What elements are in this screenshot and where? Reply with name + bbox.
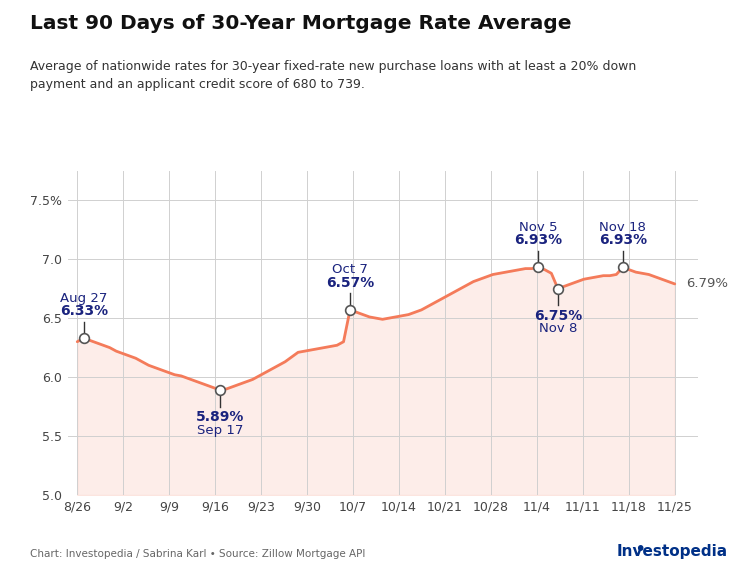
Text: Nov 18: Nov 18 <box>599 221 646 234</box>
Text: Chart: Investopedia / Sabrina Karl • Source: Zillow Mortgage API: Chart: Investopedia / Sabrina Karl • Sou… <box>30 549 365 559</box>
Text: 6.93%: 6.93% <box>598 233 646 248</box>
Text: Nov 5: Nov 5 <box>519 221 558 234</box>
Text: Last 90 Days of 30-Year Mortgage Rate Average: Last 90 Days of 30-Year Mortgage Rate Av… <box>30 14 572 33</box>
Text: Nov 8: Nov 8 <box>538 322 577 335</box>
Text: 6.79%: 6.79% <box>686 278 728 290</box>
Text: 6.57%: 6.57% <box>326 276 374 290</box>
Text: Investopedia: Investopedia <box>616 544 728 559</box>
Text: Aug 27: Aug 27 <box>60 291 107 304</box>
Text: Oct 7: Oct 7 <box>332 263 368 277</box>
Text: 6.93%: 6.93% <box>514 233 562 248</box>
Text: Sep 17: Sep 17 <box>197 424 243 436</box>
Text: •: • <box>634 540 645 559</box>
Text: 5.89%: 5.89% <box>196 410 244 424</box>
Text: Average of nationwide rates for 30-year fixed-rate new purchase loans with at le: Average of nationwide rates for 30-year … <box>30 60 636 91</box>
Text: 6.75%: 6.75% <box>534 309 582 323</box>
Text: 6.33%: 6.33% <box>60 304 108 318</box>
